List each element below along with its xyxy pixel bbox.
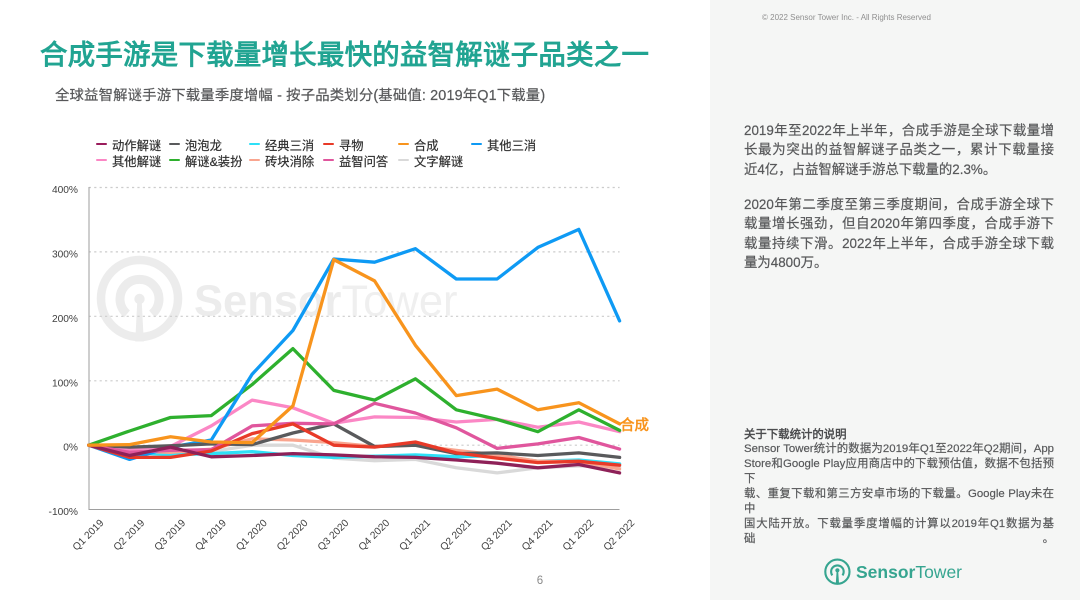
svg-text:Q4 2021: Q4 2021: [520, 518, 556, 554]
svg-text:Q2 2020: Q2 2020: [275, 518, 311, 554]
svg-text:0%: 0%: [63, 443, 78, 454]
svg-text:-100%: -100%: [49, 507, 78, 518]
svg-text:300%: 300%: [52, 249, 78, 260]
svg-text:200%: 200%: [52, 314, 78, 325]
svg-text:Q1 2020: Q1 2020: [234, 518, 270, 554]
svg-text:Q1 2021: Q1 2021: [398, 518, 434, 554]
svg-text:Q2 2019: Q2 2019: [112, 518, 148, 554]
svg-text:Q3 2020: Q3 2020: [316, 518, 352, 554]
svg-text:Q2 2021: Q2 2021: [438, 518, 474, 554]
svg-text:Q3 2021: Q3 2021: [479, 518, 515, 554]
svg-text:400%: 400%: [52, 185, 78, 196]
svg-text:Q2 2022: Q2 2022: [602, 518, 638, 554]
svg-text:Q1 2019: Q1 2019: [71, 518, 107, 554]
svg-text:Q1 2022: Q1 2022: [561, 518, 597, 554]
svg-text:SensorTower: SensorTower: [856, 562, 962, 582]
svg-text:Q4 2020: Q4 2020: [357, 518, 393, 554]
svg-text:Q4 2019: Q4 2019: [193, 518, 229, 554]
svg-text:Q3 2019: Q3 2019: [153, 518, 189, 554]
svg-text:100%: 100%: [52, 378, 78, 389]
